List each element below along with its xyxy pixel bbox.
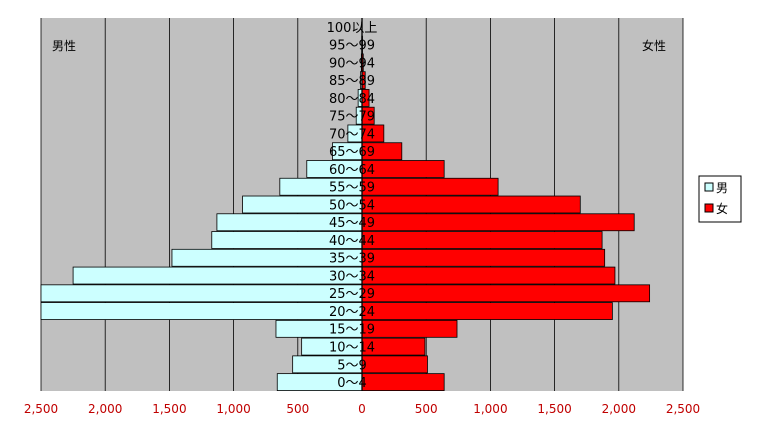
bar-female-0 xyxy=(361,373,445,391)
bar-female-10 xyxy=(361,195,581,214)
age-label-19: 95～99 xyxy=(329,39,375,54)
age-labels: 0～4 5～9 10～14 15～19 20～24 25～29 30～34 35～39 40～4… xyxy=(327,21,378,391)
age-label-1: 5～9 xyxy=(337,358,367,373)
age-label-10: 50～54 xyxy=(329,198,375,213)
age-label-20: 100以上 xyxy=(327,21,378,36)
male-bars xyxy=(40,35,363,391)
x-tick-label-0: 2,500 xyxy=(24,402,58,416)
age-label-5: 25～29 xyxy=(329,287,375,302)
age-label-11: 55～59 xyxy=(329,181,375,196)
x-tick-label-8: 1,500 xyxy=(537,402,571,416)
x-tick-labels: 2,500 2,000 1,500 1,000 500 0 500 1,000 1,500 2,0… xyxy=(24,402,700,416)
bar-female-9 xyxy=(361,213,635,232)
age-label-18: 90～94 xyxy=(329,56,375,71)
bar-female-6 xyxy=(361,266,616,285)
x-tick-label-4: 500 xyxy=(286,402,309,416)
x-tick-label-1: 2,000 xyxy=(88,402,122,416)
x-tick-label-3: 1,000 xyxy=(216,402,250,416)
bar-female-11 xyxy=(361,177,499,196)
legend-swatch-male xyxy=(704,182,714,192)
bar-female-4 xyxy=(361,302,613,320)
age-label-12: 60～64 xyxy=(329,163,375,178)
legend-swatch-female xyxy=(704,203,714,213)
bar-female-7 xyxy=(361,248,606,267)
bar-female-1 xyxy=(361,355,428,374)
age-label-13: 65～69 xyxy=(329,145,375,160)
age-label-8: 40～44 xyxy=(329,234,375,249)
age-label-9: 45～49 xyxy=(329,216,375,231)
age-label-7: 35～39 xyxy=(329,252,375,267)
x-tick-label-7: 1,000 xyxy=(473,402,507,416)
female-bars xyxy=(361,17,651,391)
age-label-3: 15～19 xyxy=(329,323,375,338)
x-tick-label-6: 500 xyxy=(415,402,438,416)
age-label-17: 85～89 xyxy=(329,74,375,89)
legend-label-female: 女 xyxy=(716,201,728,216)
legend: 男 女 xyxy=(698,175,742,223)
bar-female-5 xyxy=(361,284,651,303)
bar-male-6 xyxy=(72,266,363,285)
female-side-label: 女性 xyxy=(642,38,666,53)
bar-female-8 xyxy=(361,231,603,249)
x-tick-label-9: 2,000 xyxy=(602,402,636,416)
age-label-14: 70～74 xyxy=(329,127,375,142)
male-side-label: 男性 xyxy=(52,39,76,53)
bar-female-3 xyxy=(361,319,458,338)
x-tick-label-5: 0 xyxy=(358,402,366,416)
age-label-16: 80～84 xyxy=(329,92,375,107)
legend-label-male: 男 xyxy=(716,181,728,195)
age-label-2: 10～14 xyxy=(329,340,375,355)
bar-male-5 xyxy=(40,284,363,303)
x-tick-label-10: 2,500 xyxy=(666,402,700,416)
age-label-0: 0～4 xyxy=(337,376,367,391)
age-label-6: 30～34 xyxy=(329,269,375,284)
age-label-4: 20～24 xyxy=(329,305,375,320)
age-label-15: 75～79 xyxy=(329,110,375,125)
bar-male-4 xyxy=(40,302,363,320)
x-tick-label-2: 1,500 xyxy=(152,402,186,416)
